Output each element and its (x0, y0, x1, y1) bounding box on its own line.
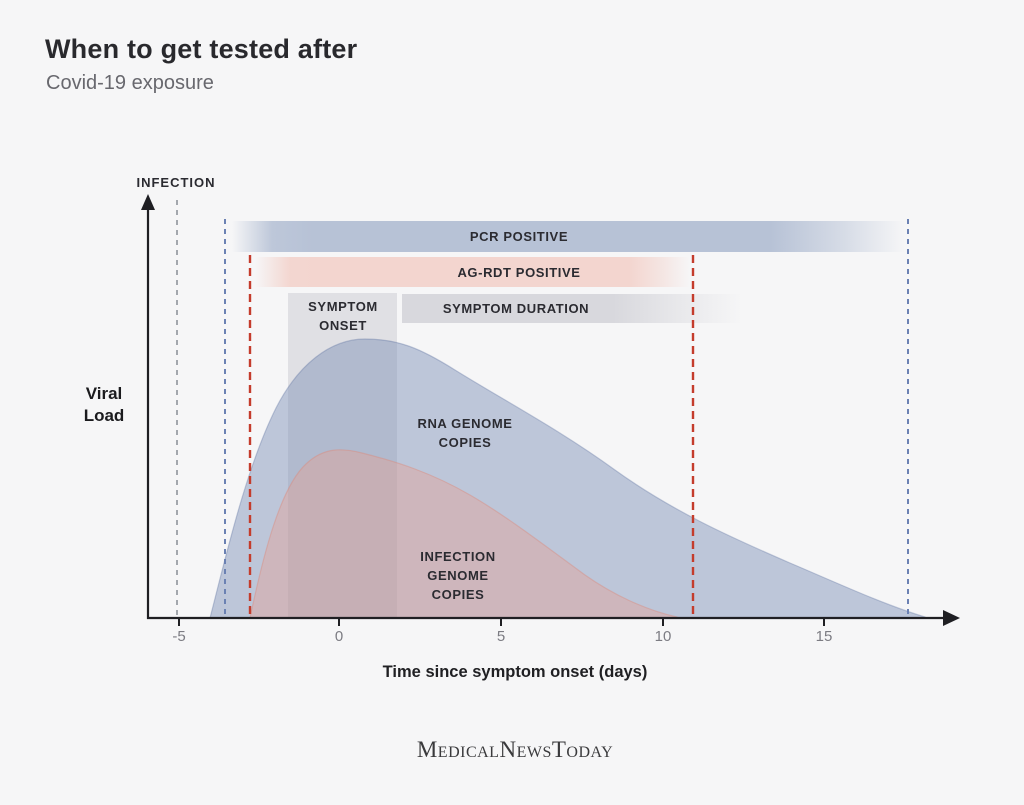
y-axis-title-line2: Load (83, 406, 125, 425)
agrdt-positive-label: AG-RDT POSITIVE (457, 264, 581, 280)
pcr-positive-label: PCR POSITIVE (469, 229, 569, 244)
y-axis-arrowhead (141, 194, 155, 210)
page-subtitle: Covid-19 exposure (46, 72, 214, 94)
infection-genome-line1: INFECTION (420, 549, 496, 564)
x-tick-15: 15 (815, 628, 833, 645)
x-axis-title: Time since symptom onset (days) (382, 663, 648, 681)
symptom-onset-line2: ONSET (319, 318, 367, 333)
rna-genome-curve (209, 338, 926, 619)
symptom-onset-band (288, 293, 397, 618)
symptom-onset-label: SYMPTOM ONSET (308, 297, 378, 335)
x-axis-ticks (178, 618, 825, 626)
x-tick-10: 10 (654, 628, 672, 645)
x-tick-5: 5 (496, 628, 506, 645)
rna-label-line2: COPIES (438, 435, 492, 450)
y-axis-title-line1: Viral (85, 384, 123, 403)
symptom-duration-label: SYMPTOM DURATION (442, 301, 590, 316)
medical-news-today-logo: MedicalNewsToday (416, 737, 614, 762)
x-tick-minus5: -5 (172, 628, 186, 645)
x-tick-0: 0 (334, 628, 344, 645)
infection-genome-line2: GENOME (427, 568, 489, 583)
infection-genome-copies-label: INFECTION GENOME COPIES (420, 547, 495, 604)
symptom-duration-bar (402, 294, 742, 323)
x-axis-arrowhead (943, 610, 960, 626)
rna-genome-copies-label: RNA GENOME COPIES (417, 414, 512, 452)
y-axis-title: Viral Load (84, 383, 125, 427)
rna-label-line1: RNA GENOME (417, 416, 513, 431)
page-title: When to get tested after (45, 34, 358, 64)
agrdt-positive-bar (255, 257, 690, 287)
infection-genome-line3: COPIES (431, 587, 485, 602)
symptom-onset-line1: SYMPTOM (308, 299, 378, 314)
infection-axis-label: INFECTION (136, 175, 216, 190)
pcr-positive-bar (232, 221, 905, 252)
